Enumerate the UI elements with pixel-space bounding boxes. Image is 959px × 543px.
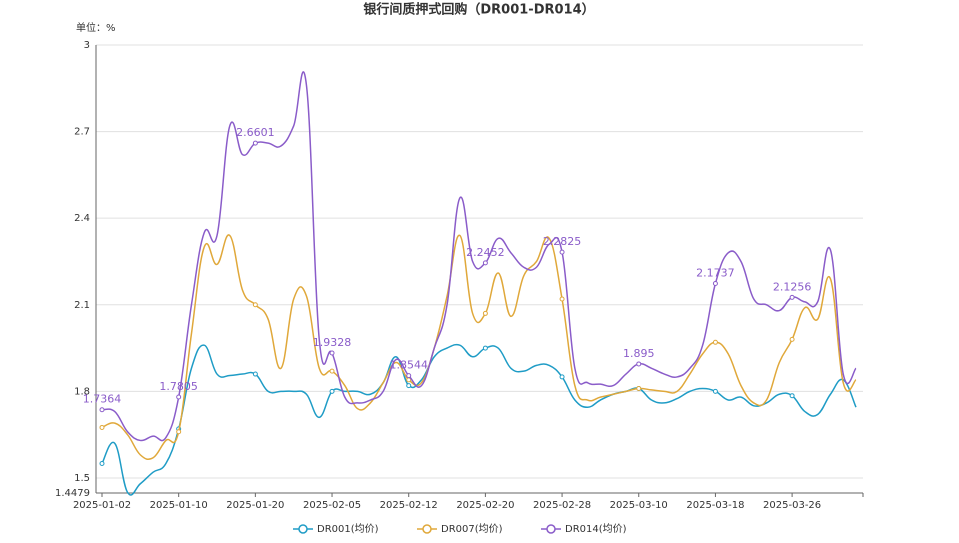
x-tick-label: 2025-02-20 [456,500,514,511]
point-marker [329,388,335,394]
x-tick-label: 2025-02-12 [380,500,438,511]
legend-swatch [546,524,556,534]
data-label: 1.895 [623,347,655,360]
data-label: 1.9328 [313,336,352,349]
chart-title: 银行间质押式回购（DR001-DR014） [363,2,594,18]
legend-item: DR001(均价) [293,523,379,535]
point-marker [482,260,488,266]
legend-item: DR007(均价) [417,523,503,535]
point-marker [636,361,642,367]
point-marker [559,296,565,302]
point-marker [559,374,565,380]
point-marker [559,249,565,255]
x-tick-label: 2025-01-02 [73,500,131,511]
y-tick-label: 1.5 [74,473,90,484]
legend-swatch [422,524,432,534]
x-tick-label: 2025-02-28 [533,500,591,511]
point-marker [99,424,105,430]
legend-label: DR001(均价) [317,523,379,535]
x-tick-label: 2025-01-10 [150,500,208,511]
point-marker [252,140,258,146]
data-label: 1.7364 [83,393,122,406]
point-marker [789,294,795,300]
y-tick-label: 2.7 [74,127,90,138]
x-tick-label: 2025-03-10 [610,500,668,511]
point-marker [636,385,642,391]
x-tick-label: 2025-02-05 [303,500,361,511]
data-label: 2.2452 [466,246,505,259]
y-tick-label: 3 [84,40,90,51]
data-label: 2.1737 [696,267,735,280]
series-line [101,343,857,496]
point-marker [329,350,335,356]
point-marker [99,461,105,467]
point-marker [482,345,488,351]
point-marker [99,407,105,413]
series-line [101,71,857,442]
point-marker [789,336,795,342]
point-marker [176,394,182,400]
point-marker [406,373,412,379]
point-marker [712,339,718,345]
point-marker [482,310,488,316]
legend-label: DR007(均价) [441,523,503,535]
legend-item: DR014(均价) [541,523,627,535]
data-label: 2.6601 [236,126,275,139]
x-tick-label: 2025-03-26 [763,500,821,511]
y-tick-label: 2.1 [74,300,90,311]
point-marker [252,302,258,308]
point-marker [176,429,182,435]
unit-label: 单位：% [76,21,116,34]
point-marker [789,393,795,399]
legend-label: DR014(均价) [565,523,627,535]
point-marker [712,388,718,394]
y-tick-label: 1.8 [74,386,90,397]
data-label: 1.8544 [389,359,428,372]
data-label: 1.7805 [159,380,198,393]
data-label: 2.2825 [543,235,582,248]
y-tick-label: 1.4479 [55,488,90,499]
x-tick-label: 2025-03-18 [686,500,744,511]
point-marker [252,371,258,377]
series-line [101,234,857,461]
y-tick-label: 2.4 [74,213,90,224]
legend-swatch [298,524,308,534]
point-marker [712,281,718,287]
point-marker [329,368,335,374]
data-label: 2.1256 [773,280,812,293]
point-marker [406,383,412,389]
x-tick-label: 2025-01-20 [226,500,284,511]
